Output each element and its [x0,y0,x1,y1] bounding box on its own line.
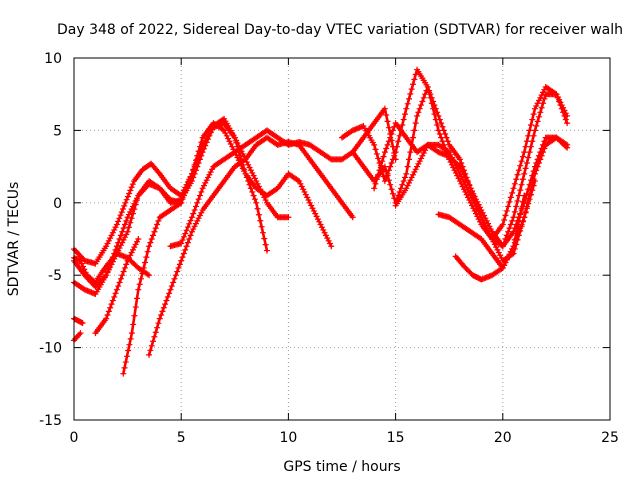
series-markers [120,120,335,377]
axis-ticks: 0 5 10 15 20 25 -15 -10 -5 0 5 10 [39,51,619,446]
x-tick-label: 10 [279,430,297,446]
series-markers [71,315,86,326]
series-sat-n [392,134,571,250]
x-tick-label: 20 [494,430,512,446]
y-tick-label: 0 [53,196,62,212]
x-tick-label: 15 [387,430,405,446]
x-tick-label: 25 [601,430,619,446]
series-sat-f [71,315,86,326]
series-markers [92,236,142,337]
data-series-layer [71,66,571,377]
series-sat-e [71,330,84,344]
series-sat-h [120,120,335,377]
y-tick-label: 5 [53,123,62,139]
series-sat-k [339,66,571,242]
x-tick-label: 5 [177,430,186,446]
x-tick-label: 0 [70,430,79,446]
series-sat-d [71,250,153,286]
x-axis-label: GPS time / hours [283,459,400,475]
y-tick-label: -15 [39,413,62,429]
series-sat-g [92,236,142,337]
series-markers [452,178,538,283]
series-sat-p [452,178,538,283]
series-markers [392,134,571,250]
y-axis-label: SDTVAR / TECUs [6,182,22,297]
series-sat-j [167,105,399,250]
y-tick-label: 10 [44,51,62,67]
y-tick-label: -5 [48,268,62,284]
chart-title: Day 348 of 2022, Sidereal Day-to-day VTE… [57,22,623,38]
series-markers [167,105,399,250]
plot-border [73,57,611,421]
y-tick-label: -10 [39,341,62,357]
